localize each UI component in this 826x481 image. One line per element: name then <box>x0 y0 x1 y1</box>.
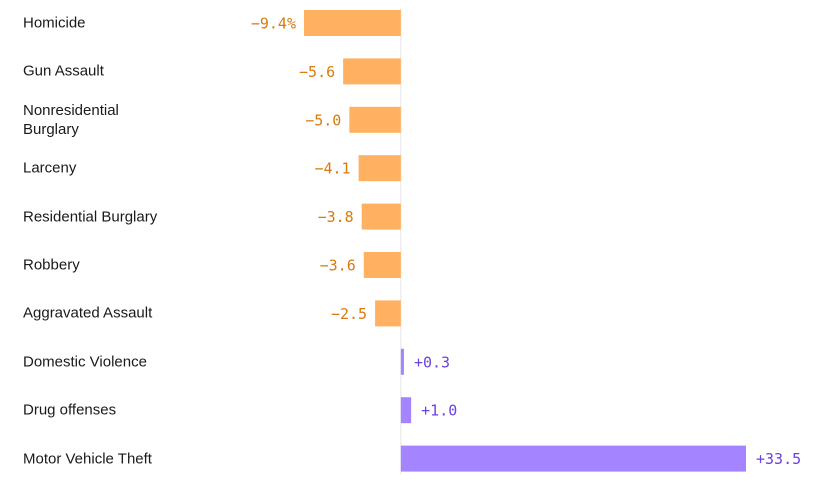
bar <box>400 445 746 472</box>
category-label: Nonresidential Burglary <box>23 101 119 138</box>
value-label: −2.5 <box>331 305 367 323</box>
bar <box>304 10 401 36</box>
value-label: −3.6 <box>320 257 356 275</box>
bar <box>361 203 401 230</box>
category-label: Residential Burglary <box>23 208 158 226</box>
value-label: −4.1 <box>314 160 350 178</box>
value-label: −9.4% <box>251 15 296 33</box>
bar <box>358 155 401 182</box>
value-label: −3.8 <box>318 208 354 226</box>
value-label: −5.6 <box>299 63 335 81</box>
category-label: Homicide <box>23 14 86 32</box>
category-label: Larceny <box>23 159 77 177</box>
bar <box>400 348 404 375</box>
bar <box>375 300 401 327</box>
value-label: +0.3 <box>414 353 450 371</box>
category-label: Aggravated Assault <box>23 304 153 322</box>
category-label: Gun Assault <box>23 62 104 80</box>
bar <box>343 58 401 85</box>
category-label: Motor Vehicle Theft <box>23 450 152 468</box>
category-label: Robbery <box>23 256 80 274</box>
bar <box>363 252 401 278</box>
category-label: Domestic Violence <box>23 353 147 371</box>
bar <box>400 397 412 424</box>
category-label: Drug offenses <box>23 401 117 419</box>
value-label: −5.0 <box>305 111 341 129</box>
value-label: +33.5 <box>756 450 801 468</box>
bar <box>349 106 401 133</box>
value-label: +1.0 <box>421 402 457 420</box>
